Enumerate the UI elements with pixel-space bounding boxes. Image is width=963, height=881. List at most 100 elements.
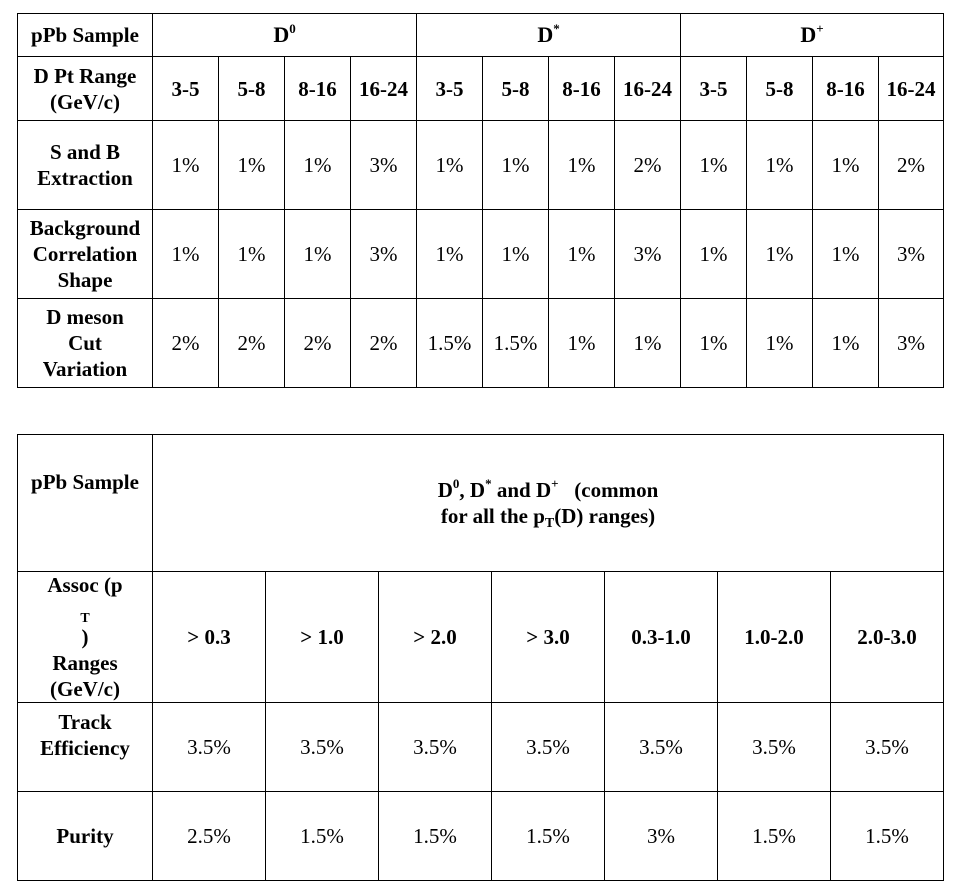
row-label-line: D meson <box>46 305 124 329</box>
row-label-line: Extraction <box>37 166 133 190</box>
value-cell: 1.5% <box>265 791 379 881</box>
assoc-range-cell: > 3.0 <box>491 571 605 703</box>
assoc-range-row: Assoc (p T) Ranges (GeV/c) > 0.3 > 1.0 > … <box>17 571 945 703</box>
value-cell: 3.5% <box>717 702 831 792</box>
assoc-label-sub: T <box>80 611 90 626</box>
value-cell: 1.5% <box>717 791 831 881</box>
value-cell: 3% <box>878 209 945 299</box>
pt-range-cell: 8-16 <box>812 56 880 121</box>
pt-range-cell: 5-8 <box>746 56 814 121</box>
value-cell: 2% <box>878 120 945 210</box>
systematics-table-associated-tracks: pPb Sample D0, D* and D+ (common for all… <box>17 434 945 881</box>
header-dplus-base: D <box>535 478 552 502</box>
pt-range-row: D Pt Range (GeV/c) 3-5 5-8 8-16 16-24 3-… <box>17 56 945 121</box>
corner-label: pPb Sample <box>17 434 153 572</box>
value-cell: 1% <box>218 209 285 299</box>
value-cell: 1% <box>680 120 748 210</box>
pt-range-label: D Pt Range (GeV/c) <box>17 56 153 121</box>
group-dstar-base: D <box>537 22 554 47</box>
value-cell: 1% <box>284 120 351 210</box>
header-dplus-sup: + <box>551 476 559 491</box>
header-separator: and <box>491 478 536 502</box>
pt-range-cell: 5-8 <box>482 56 550 121</box>
value-cell: 3.5% <box>829 702 945 792</box>
header-separator: , <box>459 478 470 502</box>
row-label-track-efficiency: Track Efficiency <box>17 702 153 792</box>
header-dstar-base: D <box>469 478 486 502</box>
value-cell: 1% <box>680 209 748 299</box>
value-cell: 1.5% <box>416 298 484 388</box>
value-cell: 1% <box>152 209 219 299</box>
table-row: S and B Extraction 1% 1% 1% 3% 1% 1% 1% … <box>17 120 945 210</box>
row-label-line: Background <box>29 216 141 240</box>
assoc-label-line-3: (GeV/c) <box>50 677 120 701</box>
row-label-line: S and B <box>49 140 121 164</box>
value-cell: 1.5% <box>482 298 550 388</box>
pt-range-cell: 16-24 <box>878 56 945 121</box>
value-cell: 1% <box>746 209 814 299</box>
value-cell: 1% <box>416 209 484 299</box>
value-cell: 1.5% <box>491 791 605 881</box>
value-cell: 3% <box>349 120 418 210</box>
common-header: D0, D* and D+ (common for all the pT(D) … <box>151 434 945 572</box>
value-cell: 1% <box>812 298 880 388</box>
header-d0-sup: 0 <box>452 476 460 491</box>
value-cell: 3.5% <box>604 702 718 792</box>
value-cell: 3.5% <box>491 702 605 792</box>
row-label-line: Efficiency <box>40 736 130 760</box>
corner-label: pPb Sample <box>17 13 153 57</box>
group-dplus-base: D <box>800 22 817 47</box>
row-label-d-meson-cut-variation: D meson Cut Variation <box>17 298 153 388</box>
assoc-range-cell: 0.3-1.0 <box>604 571 718 703</box>
assoc-label-post: ) <box>81 625 89 649</box>
value-cell: 3% <box>878 298 945 388</box>
assoc-range-cell: > 0.3 <box>152 571 266 703</box>
value-cell: 1% <box>548 298 616 388</box>
value-cell: 3% <box>604 791 718 881</box>
value-cell: 1% <box>746 120 814 210</box>
value-cell: 2% <box>218 298 285 388</box>
value-cell: 1% <box>680 298 748 388</box>
assoc-label-line-2: Ranges <box>52 651 118 675</box>
value-cell: 2.5% <box>152 791 266 881</box>
assoc-range-label: Assoc (p T) Ranges (GeV/c) <box>17 571 153 703</box>
value-cell: 2% <box>284 298 351 388</box>
row-label-line: Track <box>58 710 112 734</box>
value-cell: 1% <box>746 298 814 388</box>
pt-range-unit-line: (GeV/c) <box>50 89 120 114</box>
value-cell: 1% <box>812 120 880 210</box>
value-cell: 2% <box>349 298 418 388</box>
row-label-line: Variation <box>42 357 128 381</box>
row-label-line: Cut <box>68 331 102 355</box>
value-cell: 1% <box>284 209 351 299</box>
common-header-line-2: for all the pT(D) ranges) <box>153 503 943 531</box>
value-cell: 2% <box>614 120 682 210</box>
header-line2-post: (D) ranges) <box>554 504 656 528</box>
table2-header-row: pPb Sample D0, D* and D+ (common for all… <box>17 434 945 572</box>
group-header-row: pPb Sample D0 D* D+ <box>17 13 945 57</box>
assoc-label-line-1: Assoc (p T) <box>18 572 152 650</box>
pt-range-cell: 8-16 <box>548 56 616 121</box>
header-line2-sub: T <box>544 516 555 531</box>
group-header-d0: D0 <box>151 13 418 57</box>
pt-range-cell: 8-16 <box>284 56 351 121</box>
value-cell: 1.5% <box>829 791 945 881</box>
pt-range-cell: 5-8 <box>218 56 285 121</box>
value-cell: 1% <box>416 120 484 210</box>
systematics-table-d-mesons: pPb Sample D0 D* D+ D Pt Range (GeV/c) 3… <box>17 13 945 388</box>
row-label-sb-extraction: S and B Extraction <box>17 120 153 210</box>
value-cell: 1% <box>548 120 616 210</box>
header-d0-base: D <box>437 478 453 502</box>
table-row: Background Correlation Shape 1% 1% 1% 3%… <box>17 209 945 299</box>
value-cell: 3% <box>349 209 418 299</box>
row-label-line: Correlation <box>32 242 138 266</box>
value-cell: 1% <box>218 120 285 210</box>
value-cell: 3% <box>614 209 682 299</box>
assoc-range-cell: 2.0-3.0 <box>829 571 945 703</box>
pt-range-cell: 3-5 <box>416 56 484 121</box>
header-line2-pre: for all the p <box>440 504 545 528</box>
pt-range-cell: 3-5 <box>152 56 219 121</box>
row-label-background-correlation-shape: Background Correlation Shape <box>17 209 153 299</box>
group-dplus-sup: + <box>816 21 824 36</box>
assoc-range-cell: 1.0-2.0 <box>717 571 831 703</box>
